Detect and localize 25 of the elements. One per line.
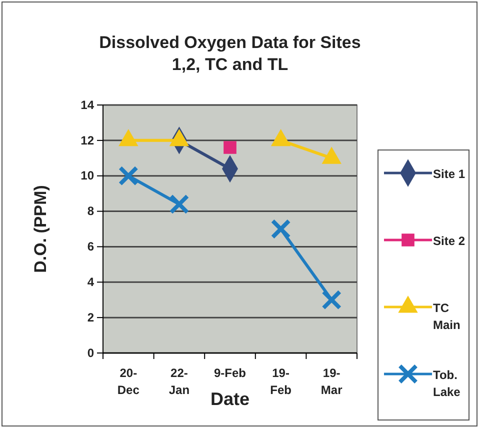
point xyxy=(322,290,342,310)
y-tick-label: 2 xyxy=(87,310,94,324)
y-tick-label: 4 xyxy=(87,274,94,289)
x-tick-label: 22-Jan xyxy=(168,366,190,397)
legend-label: Site 2 xyxy=(433,234,466,248)
x-tick-label: 20-Dec xyxy=(117,366,140,397)
x-tick-label: 9-Feb xyxy=(214,366,246,380)
y-tick-label: 12 xyxy=(80,133,94,148)
y-tick-label: 8 xyxy=(87,204,94,218)
point xyxy=(118,166,138,186)
chart-title: Dissolved Oxygen Data for Sites 1,2, TC and TL xyxy=(99,33,361,74)
y-axis-title: D.O. (PPM) xyxy=(31,185,50,273)
y-tick-label: 6 xyxy=(87,240,94,254)
point xyxy=(224,141,236,154)
x-tick-label: 19-Mar xyxy=(320,366,343,397)
y-tick-label: 0 xyxy=(87,346,94,360)
legend-label: TC Main xyxy=(433,301,460,332)
x-axis-title: Date xyxy=(210,389,250,409)
legend-label: Site 1 xyxy=(433,167,466,181)
x-tick-label: 19-Feb xyxy=(270,366,292,397)
legend-label: Tob. Lake xyxy=(433,368,461,399)
point xyxy=(270,218,291,240)
y-tick-label: 14 xyxy=(80,98,94,112)
point xyxy=(169,194,190,214)
y-tick-label: 10 xyxy=(80,168,94,183)
